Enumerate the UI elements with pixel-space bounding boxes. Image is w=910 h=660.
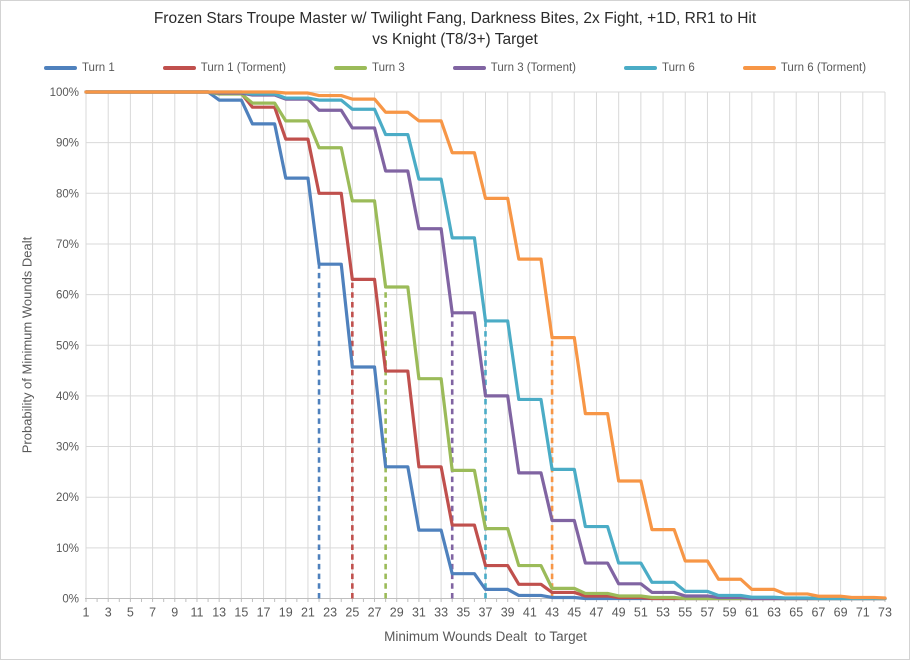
x-tick-label: 63 [767, 606, 781, 620]
x-tick-label: 13 [212, 606, 226, 620]
x-tick-label: 17 [257, 606, 271, 620]
x-tick-label: 15 [234, 606, 248, 620]
y-tick-label: 90% [56, 138, 79, 150]
legend-swatch-turn-3 [333, 66, 367, 70]
chart-title-line2: vs Knight (T8/3+) Target [372, 31, 538, 48]
legend-label-turn-6-torment: Turn 6 (Torment) [780, 62, 867, 74]
x-tick-label: 61 [745, 606, 759, 620]
y-tick-label: 20% [56, 492, 79, 504]
legend: Turn 1 Turn 1 (Torment) Turn 3 Turn 3 (Torm… [1, 62, 909, 74]
legend-item-turn-6: Turn 6 [624, 62, 695, 74]
y-axis-title: Probability of Minimum Wounds Dealt [19, 236, 35, 454]
legend-item-turn-3-torment: Turn 3 (Torment) [452, 62, 577, 74]
legend-swatch-turn-1 [43, 66, 77, 70]
series-line-turn-6-torment [84, 90, 887, 600]
y-tick-label: 100% [50, 87, 79, 99]
x-tick-label: 23 [323, 606, 337, 620]
x-tick-label: 67 [811, 606, 825, 620]
x-tick-label: 55 [678, 606, 692, 620]
legend-label-turn-1-torment: Turn 1 (Torment) [200, 62, 286, 74]
y-tick-label: 80% [56, 188, 79, 200]
y-tick-label: 50% [56, 340, 79, 352]
legend-swatch-turn-6-torment [742, 66, 776, 70]
x-tick-label: 3 [105, 606, 112, 620]
x-tick-label: 73 [878, 606, 892, 620]
legend-label-turn-3-torment: Turn 3 (Torment) [490, 62, 577, 74]
chart-title: Frozen Stars Troupe Master w/ Twilight F… [1, 8, 909, 50]
x-tick-label: 9 [171, 606, 178, 620]
legend-swatch-turn-6 [624, 66, 658, 70]
x-tick-label: 33 [434, 606, 448, 620]
legend-item-turn-6-torment: Turn 6 (Torment) [742, 62, 867, 74]
legend-item-turn-1: Turn 1 [43, 62, 115, 74]
legend-swatch-turn-1-torment [162, 66, 196, 70]
y-tick-label: 70% [56, 239, 79, 251]
x-tick-label: 27 [368, 606, 382, 620]
legend-item-turn-3: Turn 3 [333, 62, 405, 74]
x-tick-label: 7 [149, 606, 156, 620]
legend-item-turn-1-torment: Turn 1 (Torment) [162, 62, 286, 74]
chart-title-line1: Frozen Stars Troupe Master w/ Twilight F… [153, 10, 757, 27]
x-tick-label: 1 [83, 606, 90, 620]
x-tick-label: 21 [301, 606, 315, 620]
x-tick-label: 71 [856, 606, 870, 620]
x-axis-title: Minimum Wounds Dealt to Target [384, 629, 587, 644]
x-tick-label: 59 [723, 606, 737, 620]
y-tick-label: 0% [62, 594, 79, 606]
x-tick-label: 35 [456, 606, 470, 620]
legend-swatch-turn-3-torment [452, 66, 486, 70]
y-tick-label: 10% [56, 543, 79, 555]
x-tick-label: 53 [656, 606, 670, 620]
x-tick-label: 37 [479, 606, 493, 620]
x-tick-label: 47 [590, 606, 604, 620]
x-tick-label: 19 [279, 606, 293, 620]
legend-label-turn-1: Turn 1 [81, 62, 115, 74]
y-tick-label: 60% [56, 290, 79, 302]
legend-label-turn-3: Turn 3 [371, 62, 405, 74]
x-tick-label: 25 [345, 606, 359, 620]
x-tick-label: 45 [567, 606, 581, 620]
y-tick-label: 30% [56, 442, 79, 454]
x-tick-label: 29 [390, 606, 404, 620]
x-tick-label: 49 [612, 606, 626, 620]
x-tick-label: 65 [789, 606, 803, 620]
x-tick-label: 41 [523, 606, 537, 620]
x-tick-label: 39 [501, 606, 515, 620]
x-tick-label: 11 [190, 606, 203, 620]
x-tick-label: 5 [127, 606, 134, 620]
x-tick-label: 51 [634, 606, 648, 620]
x-tick-label: 43 [545, 606, 559, 620]
y-tick-label: 40% [56, 391, 79, 403]
legend-label-turn-6: Turn 6 [662, 62, 695, 74]
x-tick-label: 69 [834, 606, 848, 620]
x-tick-label: 57 [700, 606, 714, 620]
x-tick-label: 31 [412, 606, 426, 620]
